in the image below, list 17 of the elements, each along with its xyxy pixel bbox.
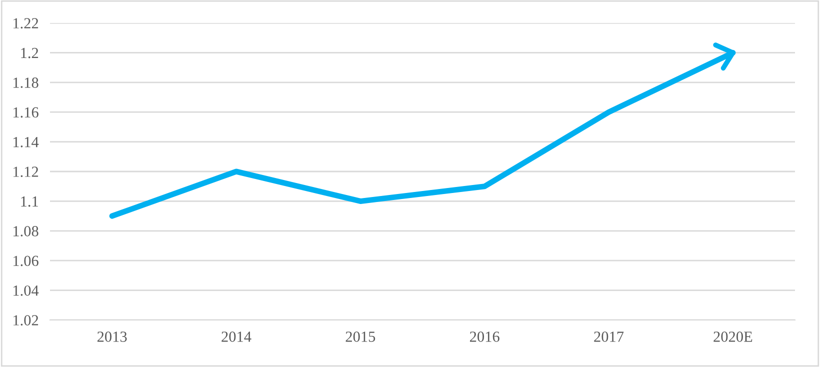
y-tick-label: 1.12	[13, 166, 38, 178]
y-tick-label: 1.04	[13, 285, 39, 296]
y-tick-label: 1.14	[13, 137, 39, 148]
y-tick-label: 1.22	[13, 18, 38, 29]
x-tick-label: 2020E	[714, 332, 752, 342]
x-tick-label: 2013	[97, 332, 127, 342]
y-tick-label: 1.02	[13, 315, 38, 326]
y-tick-label: 1.16	[13, 107, 38, 118]
y-tick-label: 1.06	[13, 256, 38, 266]
y-tick-label: 1.2	[21, 48, 38, 58]
x-tick-label: 2016	[470, 332, 500, 342]
x-tick-label: 2015	[346, 332, 376, 342]
x-tick-label: 2014	[222, 332, 252, 342]
y-tick-label: 1.08	[13, 226, 38, 236]
y-tick-label: 1.1	[21, 196, 38, 207]
x-tick-label: 2017	[594, 332, 624, 342]
y-tick-label: 1.18	[13, 78, 38, 88]
